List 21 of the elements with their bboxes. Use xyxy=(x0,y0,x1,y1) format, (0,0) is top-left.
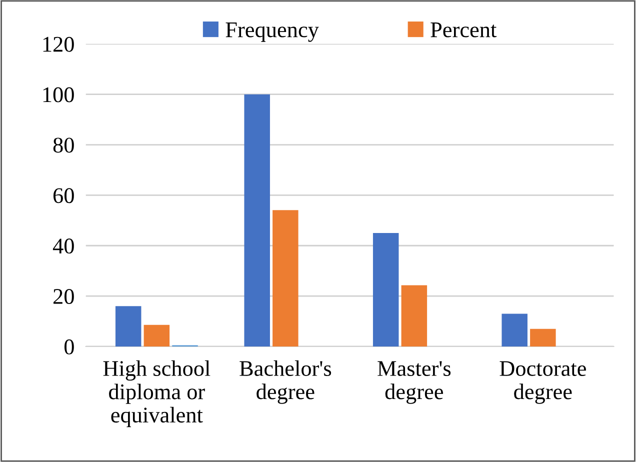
bar xyxy=(272,210,298,346)
x-tick-label: Master's degree xyxy=(378,361,451,404)
bar xyxy=(244,94,270,346)
bar xyxy=(530,328,556,346)
y-tick-label: 40 xyxy=(52,238,74,254)
y-tick-label: 20 xyxy=(54,288,74,304)
bar xyxy=(401,285,428,346)
y-tick-label: 100 xyxy=(43,87,74,102)
y-tick-label: 0 xyxy=(64,339,74,354)
bar xyxy=(115,306,142,346)
y-tick-label: 120 xyxy=(43,36,74,52)
y-tick-label: 80 xyxy=(53,138,74,153)
bar xyxy=(502,314,528,346)
bar xyxy=(144,324,170,346)
x-tick-label: Bachelor's degree xyxy=(240,360,332,404)
x-tick-label: Doctorate degree xyxy=(500,361,586,404)
y-tick-label: 60 xyxy=(53,188,74,204)
x-tick-label: High school diploma or equivalent xyxy=(103,360,210,428)
legend-label: Percent xyxy=(430,22,497,38)
legend-label: Frequency xyxy=(226,22,319,42)
bar xyxy=(372,233,399,346)
